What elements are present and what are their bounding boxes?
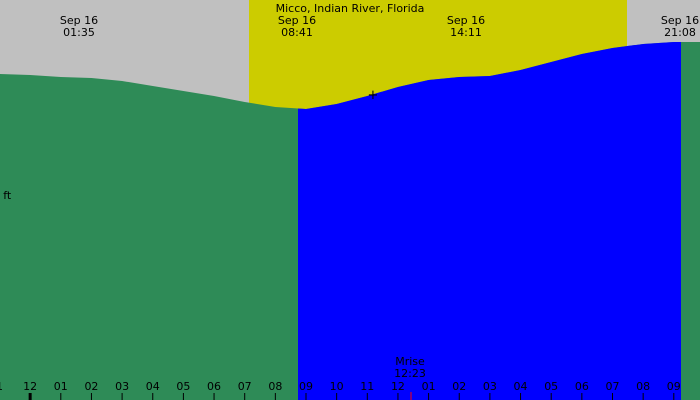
x-tick-label: 01 [54,380,68,393]
x-tick-label: 04 [514,380,528,393]
x-tick-label: 11 [360,380,374,393]
event-date: Sep 16 [661,14,699,27]
x-tick-label: 03 [115,380,129,393]
x-tick-label: 09 [299,380,313,393]
tide-area-day [298,42,681,400]
event-time: 01:35 [63,26,95,39]
x-tick-label: 05 [544,380,558,393]
event-time: 21:08 [664,26,696,39]
x-tick-label: 02 [452,380,466,393]
x-tick-label: 06 [575,380,589,393]
x-tick-label: 10 [330,380,344,393]
event-time: 14:11 [450,26,482,39]
x-tick-label: 06 [207,380,221,393]
x-tick-label: 12 [23,380,37,393]
x-tick-label: 08 [636,380,650,393]
x-tick-label: 04 [146,380,160,393]
x-tick-label: 08 [268,380,282,393]
x-tick-label: 01 [422,380,436,393]
moon-time: 12:23 [394,367,426,380]
y-tick-label: 0 ft [0,189,12,202]
x-tick-label: 12 [391,380,405,393]
chart-title: Micco, Indian River, Florida [276,2,425,15]
x-tick-label: 1 [0,380,3,393]
event-date: Sep 16 [60,14,98,27]
x-tick-label: 07 [606,380,620,393]
crosshair: + [368,88,379,103]
x-tick-label: 09 [667,380,681,393]
x-tick-label: 05 [176,380,190,393]
event-time: 08:41 [281,26,313,39]
x-tick-label: 07 [238,380,252,393]
moon-label: Mrise [395,355,425,368]
event-date: Sep 16 [447,14,485,27]
x-tick-label: 02 [84,380,98,393]
event-date: Sep 16 [278,14,316,27]
x-tick-label: 03 [483,380,497,393]
